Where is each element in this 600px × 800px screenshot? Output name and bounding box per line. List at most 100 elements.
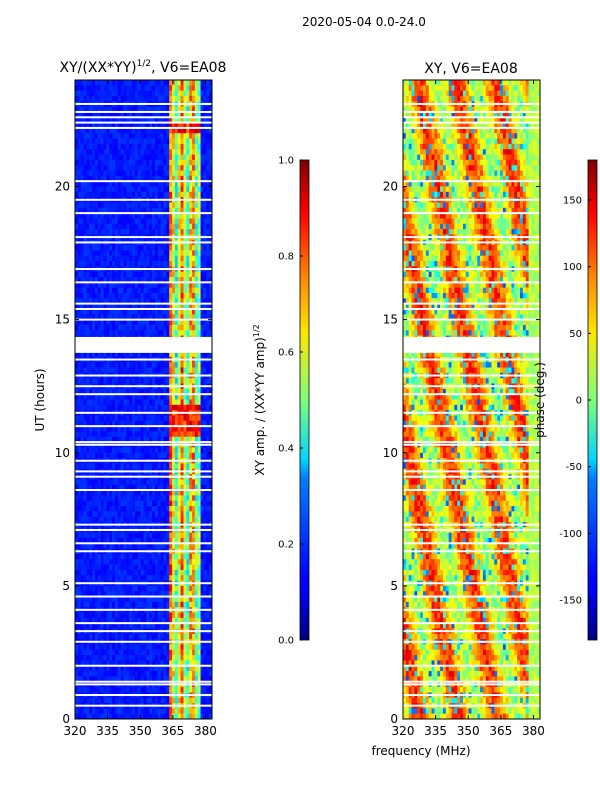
heatmap-cell bbox=[152, 255, 156, 262]
heatmap-cell bbox=[134, 330, 139, 336]
heatmap-cell bbox=[120, 127, 124, 134]
heatmap-cell bbox=[134, 80, 139, 86]
heatmap-cell bbox=[97, 282, 102, 289]
heatmap-cell bbox=[83, 122, 87, 129]
heatmap-cell bbox=[157, 447, 162, 454]
heatmap-cell bbox=[206, 122, 210, 129]
heatmap-cell bbox=[194, 532, 199, 539]
heatmap-cell bbox=[152, 399, 156, 406]
heatmap-cell bbox=[209, 484, 213, 491]
heatmap-cell bbox=[129, 277, 133, 283]
heatmap-cell bbox=[103, 314, 107, 321]
heatmap-cell bbox=[143, 415, 147, 422]
amp-panel: XY/(XX*YY)1/2, V6=EA08 320 335 350 365 380 0… bbox=[33, 59, 226, 738]
heatmap-cell bbox=[137, 569, 142, 576]
heatmap-cell bbox=[177, 255, 181, 262]
heatmap-cell bbox=[100, 207, 104, 214]
heatmap-cell bbox=[75, 159, 79, 166]
heatmap-cell bbox=[89, 117, 93, 124]
heatmap-cell bbox=[186, 170, 190, 177]
heatmap-cell bbox=[89, 106, 93, 113]
heatmap-cell bbox=[80, 229, 84, 235]
heatmap-cell bbox=[117, 154, 122, 161]
heatmap-cell bbox=[126, 351, 130, 358]
heatmap-cell bbox=[197, 537, 201, 544]
heatmap-cell bbox=[206, 601, 210, 608]
heatmap-cell bbox=[143, 447, 147, 454]
heatmap-cell bbox=[146, 532, 150, 539]
heatmap-cell bbox=[200, 85, 204, 92]
heatmap-cell bbox=[106, 394, 110, 400]
heatmap-cell bbox=[180, 218, 184, 225]
heatmap-cell bbox=[154, 484, 159, 491]
heatmap-cell bbox=[192, 245, 196, 251]
heatmap-cell bbox=[97, 452, 102, 459]
heatmap-cell bbox=[137, 293, 142, 299]
heatmap-cell bbox=[123, 516, 127, 523]
heatmap-cell bbox=[200, 170, 204, 177]
heatmap-cell bbox=[166, 154, 170, 161]
heatmap-cell bbox=[189, 138, 193, 145]
heatmap-cell bbox=[112, 90, 116, 97]
heatmap-cell bbox=[143, 575, 147, 581]
heatmap-cell bbox=[154, 601, 159, 608]
heatmap-cell bbox=[192, 394, 196, 400]
heatmap-cell bbox=[109, 351, 113, 358]
heatmap-cell bbox=[75, 553, 79, 560]
heatmap-cell bbox=[103, 463, 107, 470]
heatmap-cell bbox=[129, 559, 133, 565]
heatmap-cell bbox=[157, 282, 162, 289]
heatmap-cell bbox=[112, 585, 116, 592]
heatmap-cell bbox=[97, 569, 102, 576]
heatmap-cell bbox=[75, 351, 79, 358]
heatmap-cell bbox=[152, 250, 156, 257]
heatmap-cell bbox=[89, 367, 93, 374]
heatmap-cell bbox=[180, 490, 184, 496]
heatmap-cell bbox=[117, 298, 122, 305]
heatmap-cell bbox=[206, 80, 210, 86]
heatmap-cell bbox=[80, 127, 84, 134]
heatmap-cell bbox=[94, 319, 99, 326]
heatmap-cell bbox=[123, 122, 127, 129]
heatmap-cell bbox=[112, 117, 116, 124]
heatmap-cell bbox=[80, 623, 84, 629]
heatmap-cell bbox=[200, 245, 204, 251]
heatmap-cell bbox=[166, 585, 170, 592]
heatmap-cell bbox=[177, 559, 181, 565]
heatmap-cell bbox=[160, 117, 164, 124]
heatmap-cell bbox=[209, 553, 213, 560]
heatmap-cell bbox=[180, 106, 184, 113]
heatmap-cell bbox=[106, 420, 110, 427]
heatmap-cell bbox=[157, 319, 162, 326]
heatmap-cell bbox=[183, 399, 187, 406]
heatmap-cell bbox=[174, 490, 179, 496]
heatmap-cell bbox=[83, 303, 87, 310]
heatmap-cell bbox=[197, 506, 201, 512]
heatmap-cell bbox=[197, 223, 201, 230]
heatmap-cell bbox=[117, 436, 122, 443]
heatmap-cell bbox=[120, 324, 124, 331]
heatmap-cell bbox=[100, 553, 104, 560]
heatmap-cell bbox=[194, 186, 199, 193]
heatmap-cell bbox=[94, 559, 99, 565]
heatmap-cell bbox=[89, 426, 93, 432]
heatmap-cell bbox=[83, 378, 87, 384]
heatmap-cell bbox=[132, 90, 136, 97]
heatmap-cell bbox=[163, 575, 167, 581]
heatmap-cell bbox=[172, 175, 176, 182]
heatmap-cell bbox=[103, 511, 107, 518]
heatmap-cell bbox=[132, 175, 136, 182]
heatmap-cell bbox=[174, 303, 179, 310]
heatmap-cell bbox=[134, 261, 139, 267]
heatmap-cell bbox=[160, 90, 164, 97]
heatmap-cell bbox=[132, 415, 136, 422]
heatmap-cell bbox=[126, 415, 130, 422]
heatmap-cell bbox=[169, 479, 173, 486]
heatmap-cell bbox=[114, 516, 119, 523]
heatmap-cell bbox=[100, 500, 104, 507]
heatmap-cell bbox=[132, 378, 136, 384]
heatmap-cell bbox=[183, 575, 187, 581]
heatmap-cell bbox=[123, 138, 127, 145]
heatmap-cell bbox=[183, 543, 187, 550]
heatmap-cell bbox=[180, 245, 184, 251]
